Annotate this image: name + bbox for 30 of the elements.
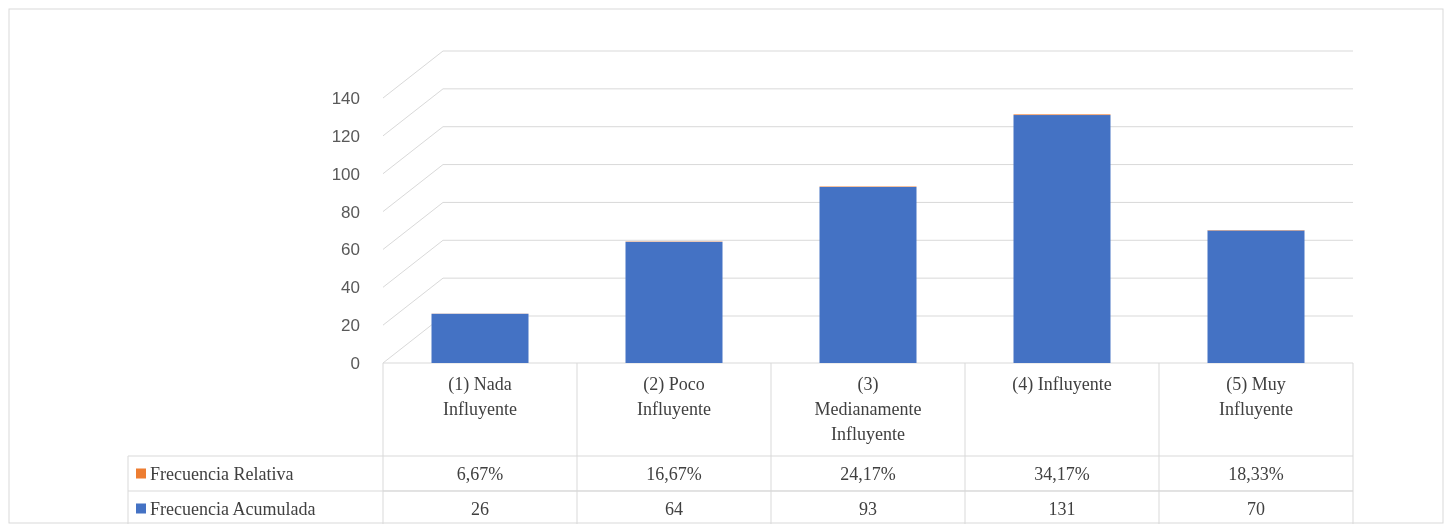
data-label: 24,17% <box>840 463 896 484</box>
bar <box>431 313 529 363</box>
y-tick-label: 60 <box>341 240 360 260</box>
data-label: 26 <box>471 498 489 519</box>
x-tick-label: (4) Influyente <box>1012 374 1112 395</box>
y-tick-label: 80 <box>341 202 360 222</box>
y-tick-label: 140 <box>331 88 360 108</box>
data-label: 70 <box>1247 498 1265 519</box>
x-tick-label: (1) Nada Influyente <box>443 374 517 419</box>
bar <box>819 186 917 363</box>
data-label: 18,33% <box>1228 463 1284 484</box>
bar <box>1013 115 1111 363</box>
bar <box>1207 230 1305 363</box>
y-tick-label: 100 <box>331 164 360 184</box>
x-tick-label: (3) Medianamente Influyente <box>814 374 922 444</box>
data-label: 93 <box>859 498 877 519</box>
x-tick-label: (2) Poco Influyente <box>637 374 711 419</box>
y-tick-label: 40 <box>341 278 360 298</box>
data-label: 64 <box>665 498 683 519</box>
legend-label: Frecuencia Relativa <box>150 463 294 484</box>
y-tick-label: 20 <box>341 316 360 336</box>
x-tick-label: (5) Muy Influyente <box>1219 374 1293 419</box>
bar <box>625 241 723 363</box>
y-tick-label: 120 <box>331 126 360 146</box>
data-label: 6,67% <box>456 463 504 484</box>
data-label: 16,67% <box>646 463 702 484</box>
y-tick-label: 0 <box>350 353 360 373</box>
data-label: 131 <box>1048 498 1076 519</box>
data-label: 34,17% <box>1034 463 1090 484</box>
legend-label: Frecuencia Acumulada <box>150 498 316 519</box>
